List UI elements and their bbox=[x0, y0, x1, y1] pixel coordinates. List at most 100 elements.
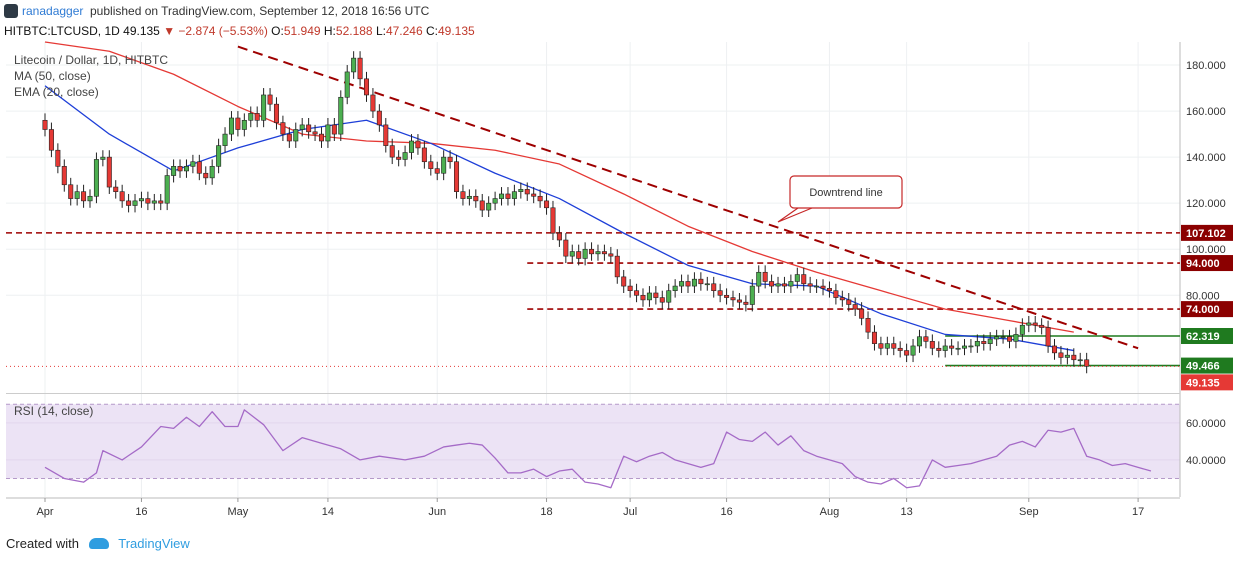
rsi-band bbox=[6, 404, 1180, 479]
time-axis-tick: 14 bbox=[322, 506, 334, 518]
low-label: L: bbox=[375, 24, 386, 38]
tradingview-link[interactable]: TradingView bbox=[118, 536, 190, 551]
time-axis-tick: 17 bbox=[1132, 506, 1144, 518]
candle-body bbox=[807, 283, 813, 287]
candle-body bbox=[177, 166, 183, 172]
candle-body bbox=[1013, 334, 1019, 342]
legend-ma: MA (50, close) bbox=[14, 69, 91, 83]
time-axis-tick: Sep bbox=[1019, 506, 1039, 518]
candle-body bbox=[235, 117, 241, 130]
candle-body bbox=[537, 195, 543, 202]
candle-body bbox=[916, 336, 922, 347]
candle-body bbox=[499, 193, 505, 199]
candle-body bbox=[531, 193, 537, 197]
candle-body bbox=[261, 94, 267, 121]
candle-body bbox=[196, 161, 202, 174]
candle-body bbox=[833, 290, 839, 298]
time-axis-tick: Apr bbox=[36, 506, 53, 518]
candle-body bbox=[312, 131, 318, 135]
candle-body bbox=[826, 288, 832, 291]
candle-body bbox=[839, 297, 845, 301]
candle-body bbox=[81, 191, 87, 202]
candle-body bbox=[550, 207, 556, 234]
open-value: 51.949 bbox=[283, 24, 321, 38]
price-change: −2.874 (−5.53%) bbox=[178, 24, 268, 38]
candle-body bbox=[511, 191, 517, 199]
time-axis-tick: 18 bbox=[540, 506, 552, 518]
candle-body bbox=[775, 283, 781, 287]
author-link[interactable]: ranadagger bbox=[22, 4, 84, 18]
candle-body bbox=[891, 343, 897, 349]
annotation-text: Downtrend line bbox=[809, 187, 882, 199]
candle-body bbox=[126, 200, 132, 206]
candle-body bbox=[55, 149, 61, 167]
level-tag-3: 62.319 bbox=[1186, 331, 1220, 343]
candle-body bbox=[769, 281, 775, 287]
candle-body bbox=[421, 147, 427, 163]
candle-body bbox=[318, 133, 324, 142]
candle-body bbox=[183, 166, 189, 172]
close-value: 49.135 bbox=[438, 24, 475, 38]
down-arrow-icon: ▼ bbox=[163, 24, 176, 38]
candle-body bbox=[634, 290, 640, 296]
level-tag-0-bg bbox=[1181, 224, 1233, 241]
candle-body bbox=[344, 71, 350, 98]
candle-body bbox=[743, 301, 749, 305]
candle-body bbox=[466, 195, 472, 199]
last-price-tag: 49.135 bbox=[1186, 377, 1220, 389]
candle-body bbox=[756, 271, 762, 287]
price-chart[interactable]: Downtrend line 80.000 100.000 120.000 140.00… bbox=[0, 0, 1240, 530]
candle-body bbox=[1058, 352, 1064, 358]
rsi-axis-tick: 60.0000 bbox=[1186, 418, 1226, 430]
candle-body bbox=[666, 290, 672, 303]
level-tag-2-bg bbox=[1181, 301, 1233, 318]
created-with-label: Created with bbox=[6, 536, 79, 551]
candle-body bbox=[61, 166, 67, 186]
candle-body bbox=[48, 129, 54, 151]
candle-body bbox=[878, 343, 884, 349]
candle-body bbox=[814, 285, 820, 288]
candle-body bbox=[736, 299, 742, 303]
candle-body bbox=[576, 251, 582, 259]
candle-body bbox=[679, 281, 685, 287]
candle-body bbox=[621, 276, 627, 287]
candle-body bbox=[627, 285, 633, 291]
candle-body bbox=[1032, 322, 1038, 326]
candle-body bbox=[788, 281, 794, 287]
rsi-axis-tick: 40.0000 bbox=[1186, 455, 1226, 467]
candle-body bbox=[415, 140, 421, 149]
candle-body bbox=[518, 189, 524, 192]
candle-body bbox=[441, 156, 447, 174]
candle-body bbox=[389, 145, 395, 158]
level-tag-2: 74.000 bbox=[1186, 304, 1220, 316]
candle-body bbox=[280, 122, 286, 135]
legend-ema: EMA (20, close) bbox=[14, 85, 99, 99]
candle-body bbox=[492, 198, 498, 204]
candle-body bbox=[286, 133, 292, 142]
candle-body bbox=[209, 166, 215, 179]
candle-body bbox=[653, 292, 659, 298]
time-axis-tick: Jul bbox=[623, 506, 637, 518]
time-axis-tick: May bbox=[228, 506, 249, 518]
candle-body bbox=[216, 145, 222, 167]
candle-body bbox=[273, 103, 279, 123]
candle-body bbox=[428, 161, 434, 169]
cloud-logo-icon bbox=[88, 538, 109, 549]
candle-body bbox=[949, 345, 955, 349]
candle-body bbox=[1045, 327, 1051, 347]
level-tag-1: 94.000 bbox=[1186, 258, 1220, 270]
candle-body bbox=[1026, 322, 1032, 326]
candle-body bbox=[100, 156, 106, 160]
close-label: C: bbox=[426, 24, 438, 38]
candle-body bbox=[801, 274, 807, 285]
candle-body bbox=[884, 343, 890, 349]
high-value: 52.188 bbox=[335, 24, 373, 38]
candle-body bbox=[762, 271, 768, 282]
level-tag-0: 107.102 bbox=[1186, 228, 1226, 240]
ma-50-line bbox=[44, 41, 1074, 333]
candle-body bbox=[601, 251, 607, 255]
candle-body bbox=[614, 255, 620, 278]
candle-body bbox=[717, 290, 723, 296]
candle-body bbox=[151, 200, 157, 204]
downtrend-line bbox=[237, 45, 1139, 350]
